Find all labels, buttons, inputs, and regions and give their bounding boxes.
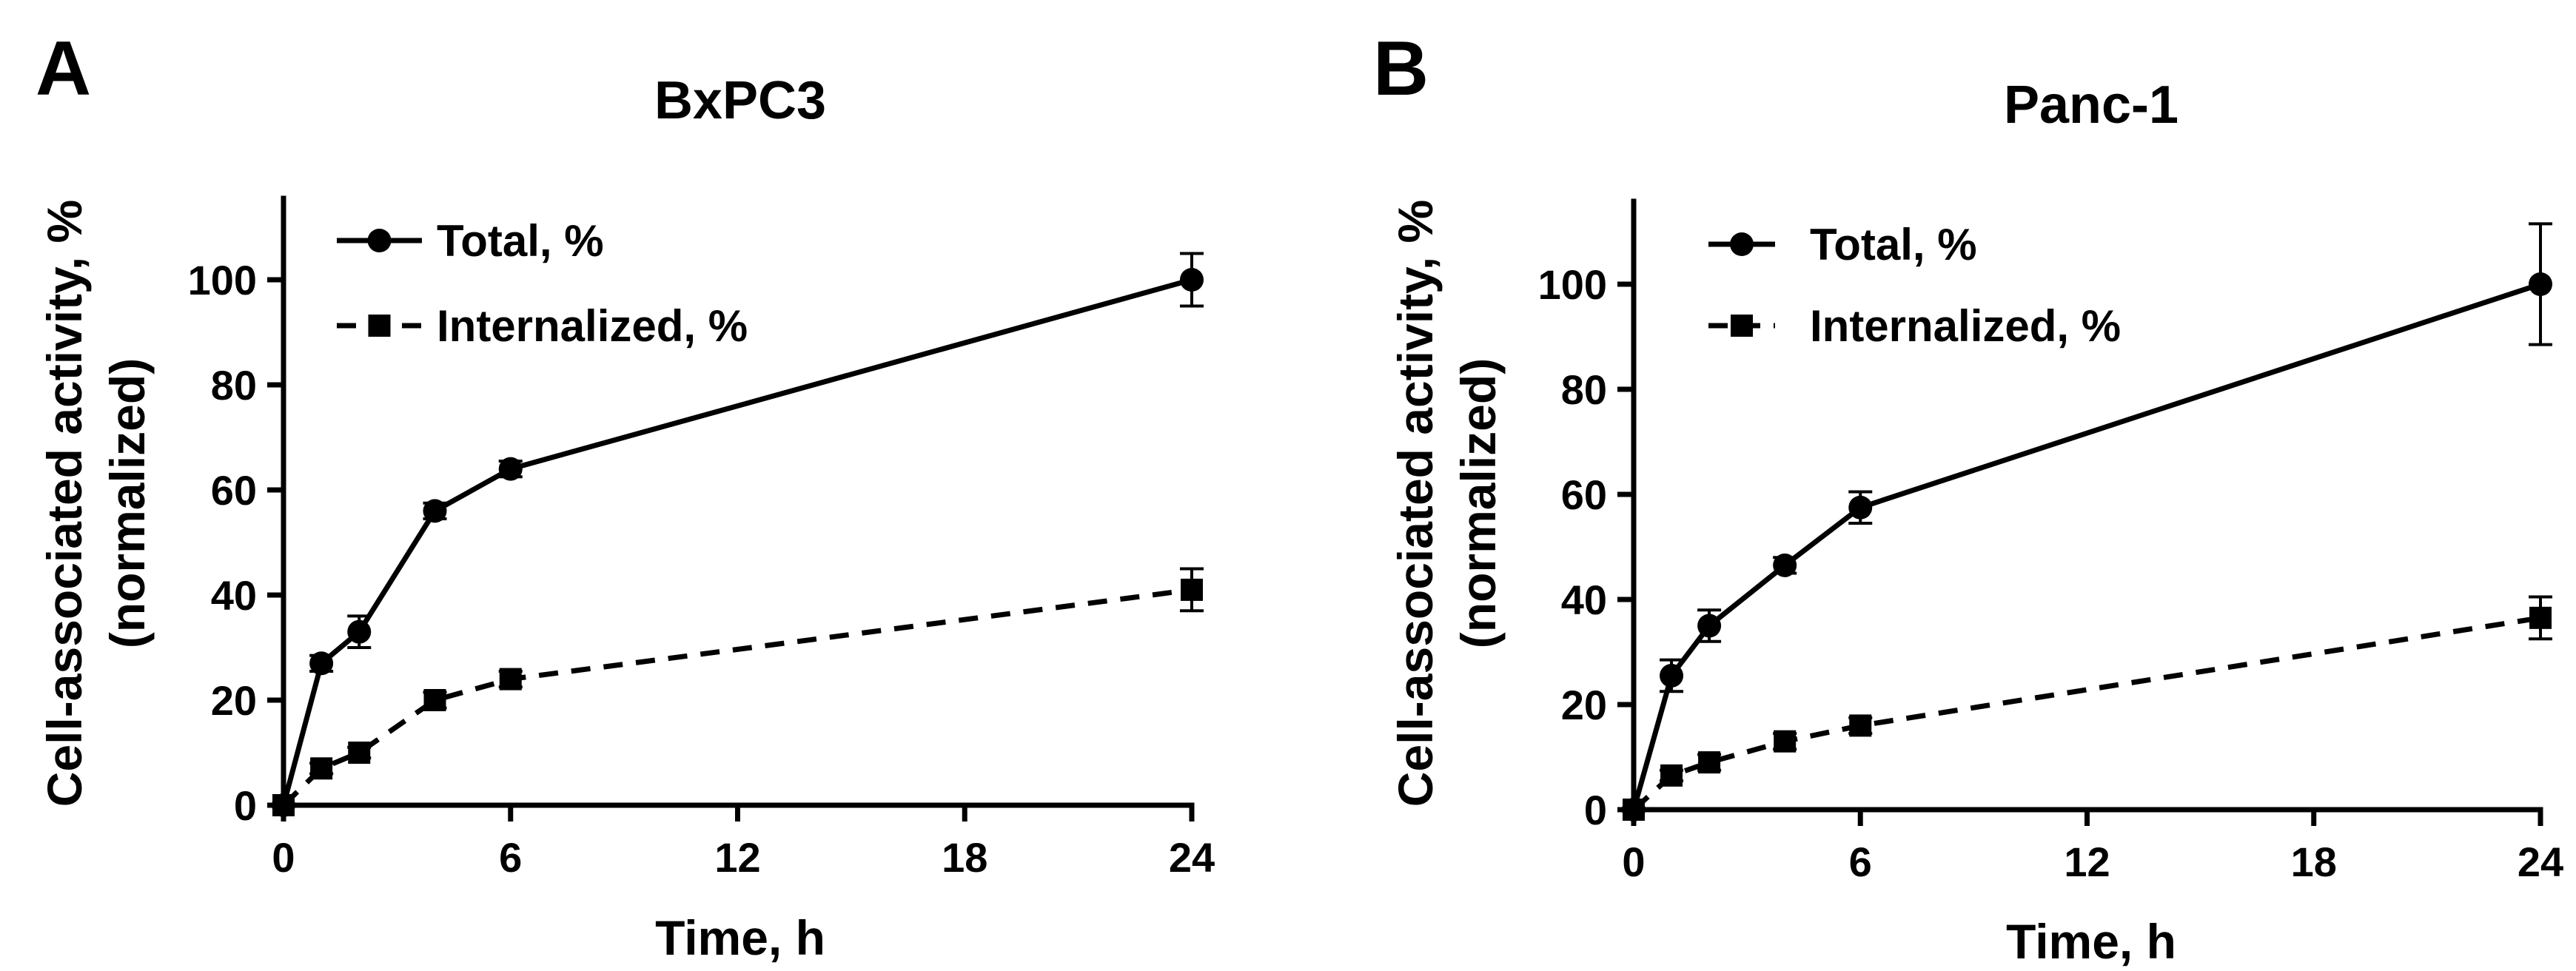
y-tick-label: 60 — [1561, 471, 1607, 518]
data-point-square — [348, 742, 371, 764]
data-point-circle — [309, 651, 334, 676]
legend-marker-circle — [367, 229, 392, 252]
x-tick-label: 12 — [2064, 839, 2110, 885]
data-point-circle — [1773, 553, 1797, 577]
y-tick-label: 100 — [188, 257, 257, 303]
y-tick-label: 20 — [211, 677, 257, 724]
y-tick-label: 0 — [234, 782, 257, 829]
legend-label: Total, % — [1810, 220, 1977, 269]
data-point-square — [1660, 764, 1683, 787]
panel-letter: B — [1373, 26, 1429, 112]
y-tick-label: 40 — [1561, 577, 1607, 623]
panel-letter: A — [36, 26, 91, 112]
x-tick-label: 24 — [2518, 839, 2563, 885]
data-point-circle — [1660, 663, 1684, 688]
data-point-square — [1774, 730, 1797, 753]
x-tick-label: 18 — [2291, 839, 2337, 885]
data-point-circle — [1180, 268, 1204, 292]
y-tick-label: 40 — [211, 572, 257, 619]
legend-marker-square — [368, 315, 391, 337]
series-internalized — [272, 567, 1204, 816]
y-tick-label: 80 — [211, 362, 257, 409]
y-tick-label: 0 — [1584, 787, 1607, 833]
data-point-circle — [2529, 272, 2552, 296]
x-tick-label: 6 — [1849, 839, 1872, 885]
data-point-square — [272, 794, 295, 816]
y-tick-label: 100 — [1538, 261, 1607, 308]
x-tick-label: 0 — [1622, 839, 1645, 885]
x-tick-label: 0 — [272, 834, 295, 881]
data-point-square — [310, 757, 333, 780]
data-point-square — [1181, 578, 1203, 601]
data-point-circle — [498, 457, 523, 481]
y-axis-label: Cell-associated activity, % — [37, 200, 92, 807]
chart-title: Panc-1 — [2004, 75, 2178, 135]
x-axis-label: Time, h — [2006, 914, 2176, 969]
data-point-circle — [1848, 495, 1873, 520]
data-point-circle — [1697, 614, 1722, 638]
chart-title: BxPC3 — [654, 71, 826, 130]
y-axis-label: Cell-associated activity, % — [1388, 200, 1443, 807]
chart-panel-a: A BxPC3 0 20 40 60 80 100 0 6 12 18 24 Time, h Cell-as… — [36, 26, 1215, 965]
y-tick-label: 80 — [1561, 366, 1607, 413]
chart-panel-b: B Panc-1 0 20 40 60 80 100 0 6 12 18 24 Time, h Cell-a… — [1373, 26, 2563, 969]
legend: Total, % Internalized, % — [1708, 220, 2121, 351]
x-tick-label: 12 — [714, 834, 760, 881]
data-point-circle — [423, 499, 447, 523]
series-internalized — [1623, 595, 2552, 821]
data-point-square — [423, 689, 446, 711]
y-tick-label: 20 — [1561, 682, 1607, 728]
y-axis-label-line2: (normalized) — [100, 358, 155, 648]
data-point-square — [1849, 714, 1872, 737]
series-line — [1631, 281, 2542, 810]
data-point-square — [499, 668, 522, 691]
x-tick-label: 6 — [499, 834, 522, 881]
x-axis-label: Time, h — [655, 910, 825, 965]
legend-label: Total, % — [437, 216, 604, 266]
y-axis-label-line2: (normalized) — [1451, 358, 1506, 648]
y-tick-label: 60 — [211, 467, 257, 514]
legend-label: Internalized, % — [1810, 301, 2121, 351]
data-point-circle — [347, 619, 372, 644]
legend-marker-square — [1731, 315, 1753, 337]
legend-label: Internalized, % — [437, 301, 748, 351]
series-line — [1631, 615, 2541, 812]
legend: Total, % Internalized, % — [337, 216, 748, 351]
data-point-square — [1698, 751, 1721, 774]
series-line — [281, 587, 1193, 807]
data-point-square — [1623, 799, 1645, 821]
x-tick-label: 24 — [1169, 834, 1215, 881]
data-point-square — [2529, 606, 2552, 629]
x-tick-label: 18 — [942, 834, 987, 881]
legend-marker-circle — [1730, 232, 1754, 256]
series-line — [281, 277, 1193, 806]
series-total — [272, 252, 1204, 817]
